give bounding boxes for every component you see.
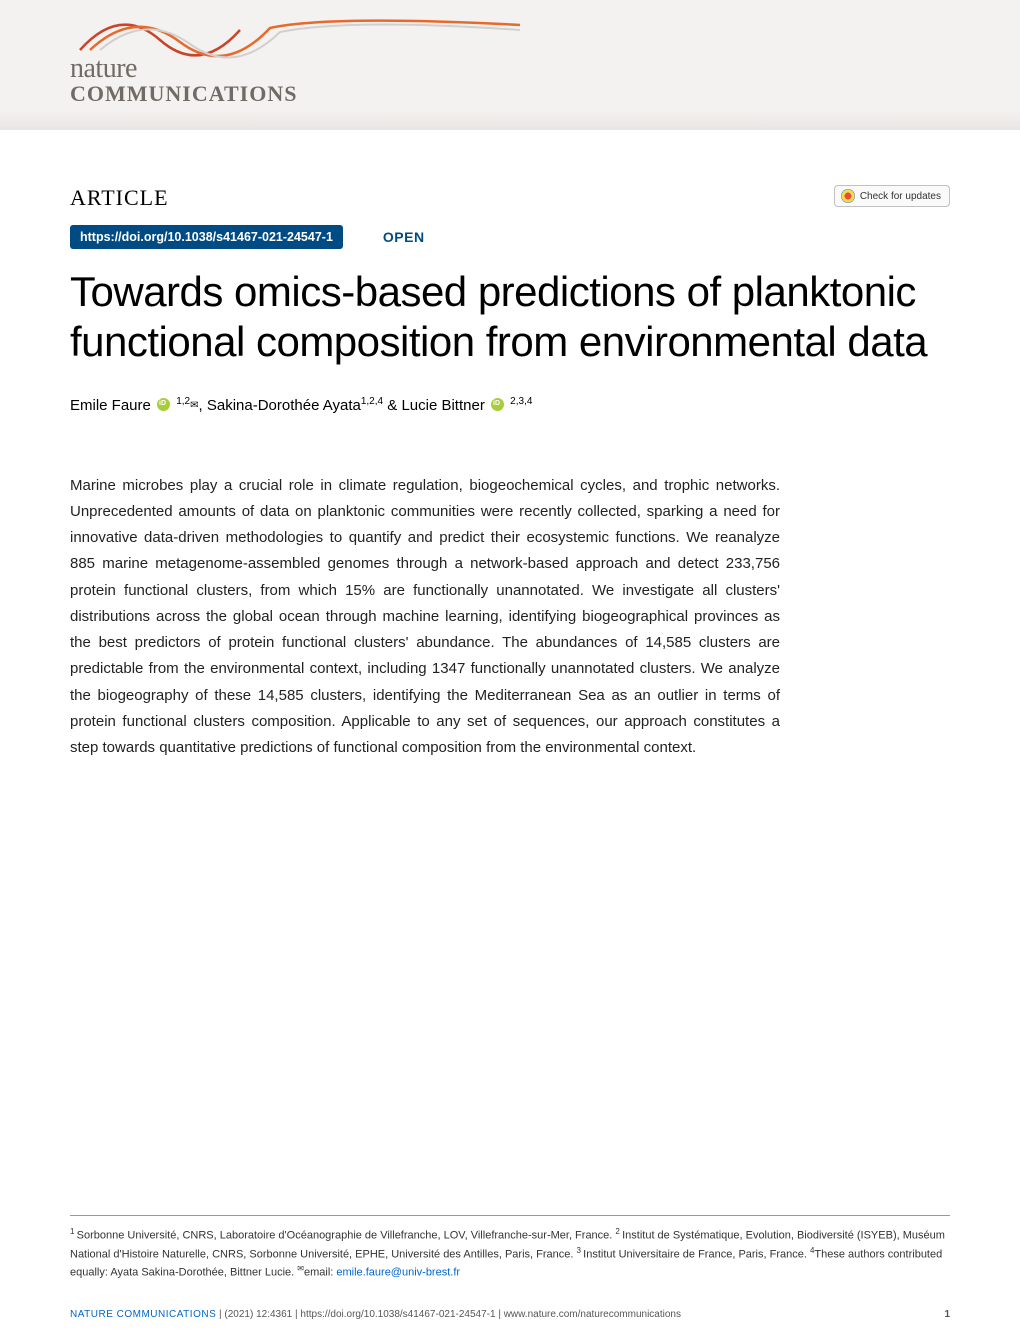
- crossmark-icon: [841, 189, 855, 203]
- article-content: ARTICLE Check for updates https://doi.or…: [0, 130, 1020, 761]
- orcid-icon[interactable]: [491, 398, 504, 411]
- corresponding-mail-icon: ✉: [190, 398, 198, 413]
- doi-row: https://doi.org/10.1038/s41467-021-24547…: [70, 225, 950, 249]
- affiliation-text: Sorbonne Université, CNRS, Laboratoire d…: [77, 1230, 616, 1242]
- author-list: Emile Faure 1,2✉, Sakina-Dorothée Ayata1…: [70, 394, 950, 418]
- journal-header-band: nature COMMUNICATIONS: [0, 0, 1020, 130]
- author-name[interactable]: Sakina-Dorothée Ayata: [207, 397, 361, 414]
- author-affiliation-ref: 1,2: [176, 396, 190, 407]
- check-updates-label: Check for updates: [860, 191, 941, 202]
- affiliations-block: 1 Sorbonne Université, CNRS, Laboratoire…: [70, 1215, 950, 1282]
- article-type-label: ARTICLE: [70, 185, 169, 211]
- affiliation-text: Institut Universitaire de France, Paris,…: [583, 1248, 810, 1260]
- email-label: email:: [304, 1267, 336, 1279]
- article-title: Towards omics-based predictions of plank…: [70, 267, 950, 366]
- author-affiliation-ref: 1,2,4: [361, 396, 383, 407]
- logo-line2: COMMUNICATIONS: [70, 83, 297, 105]
- check-updates-button[interactable]: Check for updates: [834, 185, 950, 207]
- page-number: 1: [944, 1309, 950, 1320]
- author-affiliation-ref: 2,3,4: [510, 396, 532, 407]
- author-name[interactable]: Lucie Bittner: [401, 397, 484, 414]
- abstract-text: Marine microbes play a crucial role in c…: [70, 473, 780, 762]
- logo-waves-icon: [70, 0, 530, 60]
- footer-citation-text: | (2021) 12:4361 | https://doi.org/10.10…: [216, 1309, 681, 1320]
- footer-citation: NATURE COMMUNICATIONS | (2021) 12:4361 |…: [70, 1309, 681, 1320]
- article-header-row: ARTICLE Check for updates: [70, 185, 950, 211]
- footer-journal-name: NATURE COMMUNICATIONS: [70, 1309, 216, 1320]
- open-access-label: OPEN: [383, 229, 425, 245]
- orcid-icon[interactable]: [157, 398, 170, 411]
- doi-link[interactable]: https://doi.org/10.1038/s41467-021-24547…: [70, 225, 343, 249]
- logo-line1: nature: [70, 55, 297, 83]
- corresponding-email-link[interactable]: emile.faure@univ-brest.fr: [336, 1267, 460, 1279]
- page-footer: NATURE COMMUNICATIONS | (2021) 12:4361 |…: [70, 1309, 950, 1320]
- journal-logo: nature COMMUNICATIONS: [70, 55, 297, 105]
- author-name[interactable]: Emile Faure: [70, 397, 151, 414]
